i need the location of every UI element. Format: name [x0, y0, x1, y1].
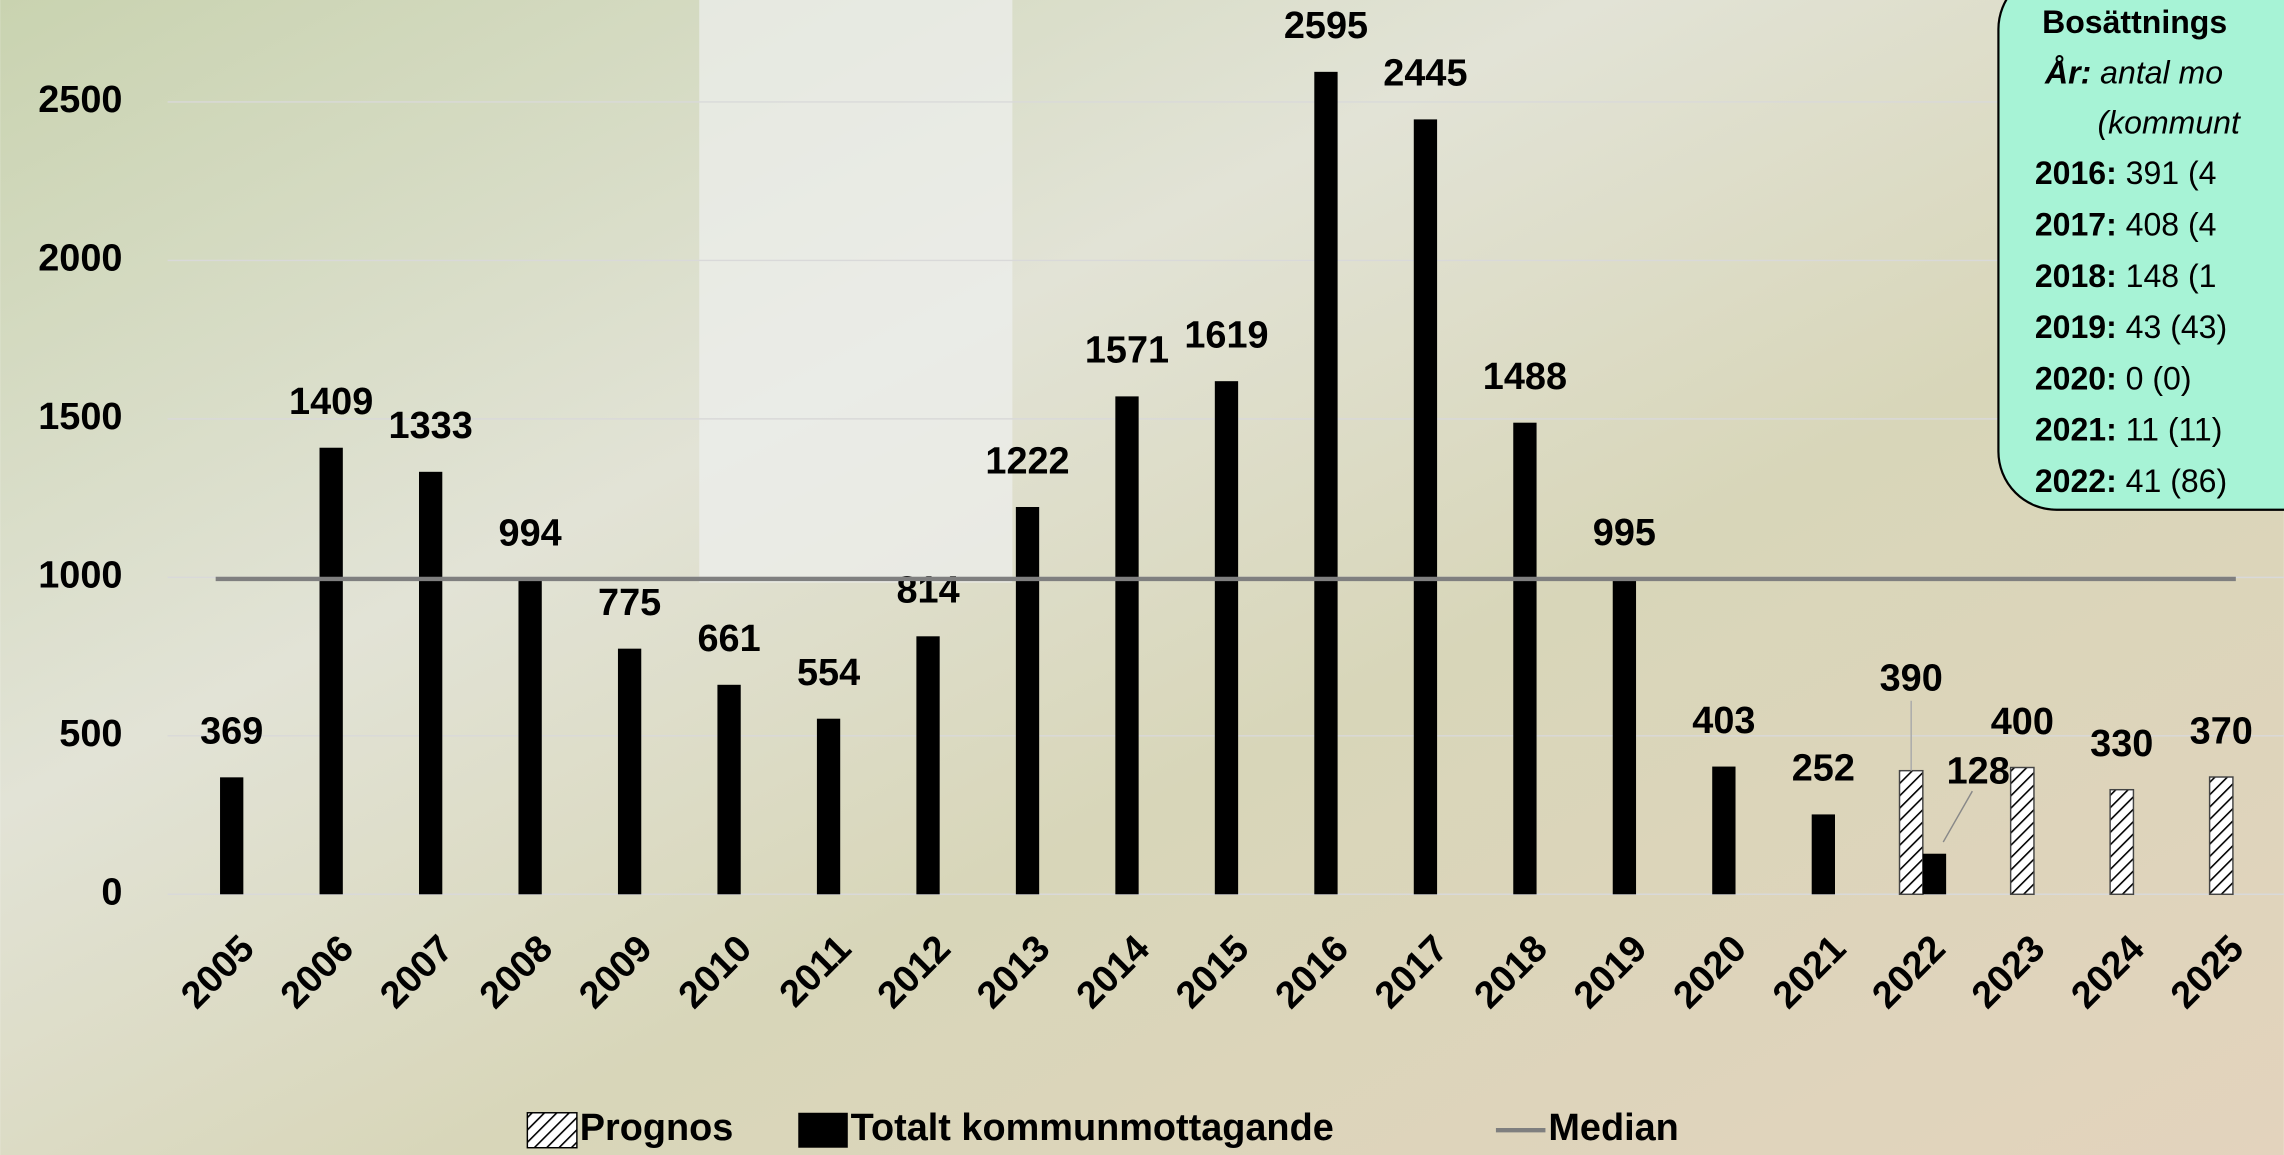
info-row-label: 2019:: [2035, 310, 2117, 346]
data-label: 370: [2190, 710, 2253, 752]
info-row: 2018: 148 (1: [2035, 258, 2217, 294]
info-row: 2020: 0 (0): [2035, 361, 2192, 397]
data-label: 1571: [1085, 330, 1169, 372]
data-label: 2595: [1284, 5, 1368, 47]
info-row-label: 2022:: [2035, 463, 2117, 499]
info-row-text: 148 (1: [2126, 258, 2217, 294]
info-subtitle-text: antal mo: [2100, 55, 2223, 91]
info-row: 2022: 41 (86): [2035, 463, 2227, 499]
info-subtitle2: (kommunt: [2097, 105, 2241, 141]
bar: [1016, 507, 1039, 894]
data-label: 554: [797, 652, 860, 694]
info-row-text: 391 (4: [2126, 156, 2217, 192]
chart: 0500100015002000250020052006200720082009…: [0, 0, 2284, 1155]
data-label: 403: [1692, 700, 1755, 742]
y-tick-label: 500: [59, 713, 122, 755]
info-row-label: 2017:: [2035, 207, 2117, 243]
legend-label: Median: [1548, 1107, 1678, 1149]
info-title: Bosättnings: [2042, 4, 2227, 40]
bar: [1812, 814, 1835, 894]
bar: [220, 777, 243, 894]
info-row-label: 2020:: [2035, 361, 2117, 397]
bar: [618, 649, 641, 895]
data-label: 369: [200, 711, 263, 753]
info-row: 2017: 408 (4: [2035, 207, 2217, 243]
data-label: 1333: [389, 405, 473, 447]
bar: [1900, 771, 1923, 895]
data-label: 775: [598, 582, 661, 624]
data-label: 2445: [1383, 53, 1467, 95]
info-row-text: 43 (43): [2126, 310, 2227, 346]
bar: [518, 579, 541, 894]
bar: [2011, 768, 2034, 895]
bar: [2210, 777, 2233, 894]
data-label: 330: [2090, 723, 2153, 765]
info-row-label: 2016:: [2035, 156, 2117, 192]
bar: [717, 685, 740, 894]
bar: [320, 448, 343, 895]
info-row-label: 2018:: [2035, 258, 2117, 294]
info-row-text: 11 (11): [2126, 412, 2223, 448]
bar: [817, 719, 840, 895]
y-tick-label: 1500: [38, 396, 122, 438]
info-row: 2021: 11 (11): [2035, 412, 2223, 448]
data-label: 1222: [985, 440, 1069, 482]
legend-label: Prognos: [580, 1107, 734, 1149]
info-subtitle-bold: År:: [2044, 55, 2091, 91]
bar: [1923, 854, 1946, 895]
bar: [1215, 381, 1238, 894]
data-label: 814: [896, 570, 959, 612]
bar: [419, 472, 442, 894]
info-box: Bosättnings År: antal mo (kommunt 2016: …: [1998, 0, 2284, 510]
data-label: 661: [697, 618, 760, 660]
background-sky: [699, 0, 1012, 583]
bar: [2110, 790, 2133, 895]
bar: [1314, 72, 1337, 894]
legend-swatch: [527, 1113, 577, 1148]
info-row-text: 408 (4: [2126, 207, 2217, 243]
data-label: 994: [499, 513, 562, 555]
bar: [1712, 767, 1735, 895]
y-tick-label: 2000: [38, 237, 122, 279]
y-tick-label: 1000: [38, 554, 122, 596]
info-row: 2016: 391 (4: [2035, 156, 2217, 192]
data-label: 390: [1880, 657, 1943, 699]
info-row-label: 2021:: [2035, 412, 2117, 448]
data-label: 400: [1991, 701, 2054, 743]
legend-label: Totalt kommunmottagande: [851, 1107, 1334, 1149]
data-label: 1409: [289, 381, 373, 423]
y-tick-label: 2500: [38, 79, 122, 121]
info-row-text: 0 (0): [2126, 361, 2192, 397]
info-row-text: 41 (86): [2126, 463, 2227, 499]
info-subtitle: År: antal mo: [2044, 55, 2223, 91]
bar: [1414, 119, 1437, 894]
info-row: 2019: 43 (43): [2035, 310, 2227, 346]
data-label: 1619: [1184, 314, 1268, 356]
bar: [1115, 396, 1138, 894]
bar: [916, 636, 939, 894]
data-label: 252: [1792, 748, 1855, 790]
bar: [1513, 423, 1536, 895]
y-tick-label: 0: [101, 871, 122, 913]
data-label: 128: [1947, 751, 2010, 793]
bar: [1613, 579, 1636, 894]
data-label: 1488: [1483, 356, 1567, 398]
data-label: 995: [1593, 512, 1656, 554]
legend-swatch: [798, 1113, 848, 1148]
